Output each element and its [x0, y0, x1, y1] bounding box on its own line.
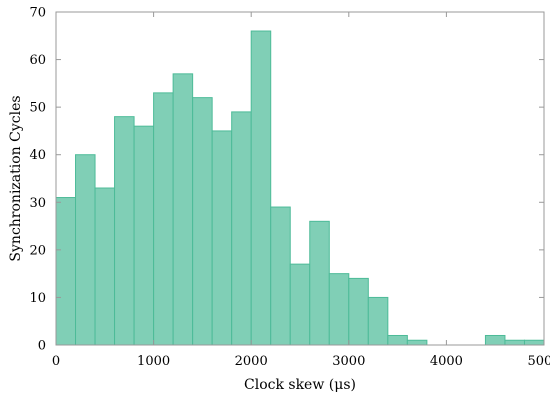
histogram-bar	[55, 197, 77, 346]
histogram-bar	[172, 73, 194, 346]
histogram-bar	[484, 334, 506, 346]
x-tick-label: 4000	[430, 354, 463, 369]
histogram-bar	[211, 130, 233, 346]
y-axis-title: Synchronization Cycles	[8, 95, 24, 261]
histogram-bar	[75, 154, 96, 346]
plot-frame	[55, 11, 545, 346]
y-tick-label: 30	[29, 196, 46, 211]
y-tick-label: 0	[38, 339, 46, 354]
histogram-bar	[328, 273, 350, 346]
histogram-bar	[153, 92, 174, 346]
bars-group	[55, 30, 545, 346]
y-tick-label: 50	[29, 101, 46, 116]
histogram-bar	[231, 111, 252, 346]
x-tick-label: 3000	[332, 354, 365, 369]
histogram-bar	[367, 296, 389, 346]
histogram-bar	[387, 334, 408, 346]
histogram-bar	[348, 277, 369, 346]
histogram-bar	[114, 116, 135, 346]
x-axis-title: Clock skew (μs)	[244, 377, 356, 393]
histogram-bar	[289, 263, 311, 346]
y-axis-ticks: 0 10 20 30 40 50 60 70	[29, 6, 544, 354]
y-tick-label: 40	[29, 148, 46, 163]
histogram-bar	[94, 187, 116, 346]
histogram-bar	[133, 125, 155, 346]
histogram-bar	[309, 220, 330, 346]
histogram-bar	[504, 339, 525, 346]
histogram-bar	[406, 339, 428, 346]
histogram-bar	[250, 30, 272, 346]
y-tick-label: 10	[29, 291, 46, 306]
x-tick-label: 0	[52, 354, 60, 369]
y-tick-label: 70	[29, 6, 46, 21]
histogram-bar	[270, 206, 291, 346]
y-tick-label: 20	[29, 243, 46, 258]
y-tick-label: 60	[29, 53, 46, 68]
x-tick-label: 1000	[137, 354, 170, 369]
x-tick-label: 2000	[235, 354, 268, 369]
histogram-bar	[523, 339, 545, 346]
histogram-bar	[192, 97, 213, 346]
